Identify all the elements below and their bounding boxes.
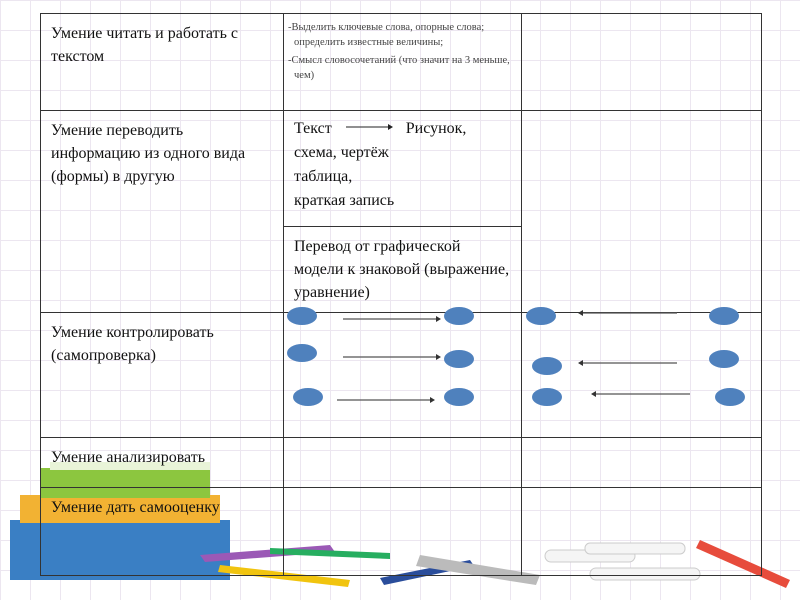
skill-cell: Умение дать самооценку [40,487,284,576]
skill-cell: Умение анализировать [40,437,284,488]
content-cell: Текст Рисунок, схема, чертёж таблица, кр… [283,110,522,227]
arrow-right-icon [345,124,393,130]
empty-cell [283,487,522,576]
content-cell: Перевод от графической модели к знаковой… [283,226,522,313]
list-item: таблица, [294,168,353,185]
table-row: Умение анализировать [40,437,762,488]
empty-cell [283,437,522,488]
diagram-cell-backward [521,312,762,438]
table-row: Умение контролировать (самопроверка) [40,312,762,438]
content-cell: -Выделить ключевые слова, опорные слова;… [283,13,522,111]
diagram-cell-forward [283,312,522,438]
empty-cell [521,110,762,313]
table-row: Умение читать и работать с текстом -Выде… [40,13,762,111]
list-item: схема, чертёж [294,144,389,161]
skill-cell: Умение контролировать (самопроверка) [40,312,284,438]
table-row: Умение дать самооценку [40,487,762,576]
table-row: Умение переводить информацию из одного в… [40,110,762,313]
list-item: краткая запись [294,192,395,209]
text-from: Текст [294,120,332,137]
empty-cell [521,13,762,111]
skill-cell: Умение читать и работать с текстом [40,13,284,111]
list-item: -Выделить ключевые слова, опорные слова;… [288,22,485,48]
empty-cell [521,437,762,488]
empty-cell [521,487,762,576]
skill-cell: Умение переводить информацию из одного в… [40,110,284,313]
text-to: Рисунок, [405,120,467,137]
list-item: -Смысл словосочетаний (что значит на 3 м… [288,55,510,81]
skills-table: Умение читать и работать с текстом -Выде… [40,13,762,576]
table-row: Перевод от графической модели к знаковой… [41,226,762,313]
